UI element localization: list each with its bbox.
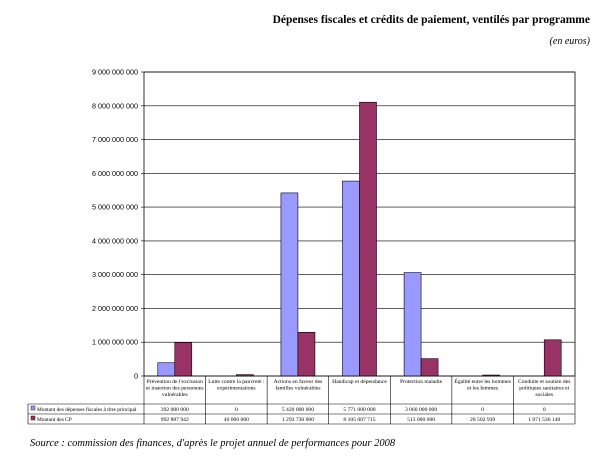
data-label: 1 071 536 140 bbox=[528, 417, 560, 423]
data-label: 3 060 000 000 bbox=[405, 407, 437, 413]
bar bbox=[403, 272, 422, 377]
category-label: et les femmes bbox=[467, 385, 498, 392]
y-tick-label: 8 000 000 000 bbox=[92, 101, 138, 110]
legend-entry: Montant des dépenses fiscales à titre pr… bbox=[37, 406, 137, 413]
category-label: politiques sanitaires et bbox=[519, 386, 569, 392]
axes: 0 1 000 000 000 2 000 000 000 3 000 000 000… bbox=[92, 68, 576, 381]
bar bbox=[280, 192, 299, 377]
data-label: 992 887 942 bbox=[161, 417, 189, 423]
bar bbox=[174, 342, 193, 377]
y-tick-label: 3 000 000 000 bbox=[92, 270, 138, 279]
source-note: Source : commission des finances, d'aprè… bbox=[30, 438, 396, 449]
data-label: 0 bbox=[235, 407, 238, 413]
bars bbox=[157, 101, 562, 377]
category-label: familles vulnérables bbox=[275, 385, 320, 392]
category-label: Égalité entre les hommes bbox=[454, 377, 510, 385]
data-label: 0 bbox=[543, 407, 546, 413]
y-tick-label: 6 000 000 000 bbox=[92, 169, 138, 178]
category-label: Protection maladie bbox=[400, 379, 443, 385]
data-label: 0 bbox=[481, 407, 484, 413]
chart-subtitle: (en euros) bbox=[549, 36, 590, 47]
category-label: Actions en faveur des bbox=[274, 378, 323, 385]
data-label: 8 105 007 715 bbox=[343, 417, 375, 423]
category-label: et insertion des personnes bbox=[146, 386, 204, 392]
y-tick-label: 4 000 000 000 bbox=[92, 236, 138, 245]
y-tick-label: 7 000 000 000 bbox=[92, 135, 138, 144]
bar bbox=[297, 332, 316, 377]
data-label: 40 000 000 bbox=[224, 417, 249, 423]
y-tick-label: 1 000 000 000 bbox=[92, 338, 138, 347]
legend-entry: Montant des CP bbox=[37, 417, 72, 423]
data-label: 28 502 939 bbox=[470, 417, 495, 423]
y-tick-label: 9 000 000 000 bbox=[92, 68, 138, 77]
bar bbox=[342, 180, 360, 377]
bar bbox=[157, 362, 176, 377]
y-tick-label: 0 bbox=[134, 372, 138, 381]
category-label: expérimentations bbox=[217, 386, 256, 392]
data-label: 5 771 000 000 bbox=[343, 407, 375, 413]
category-label: sociales bbox=[535, 392, 553, 398]
category-label: Handicap et dépendance bbox=[332, 379, 387, 385]
chart-title: Dépenses fiscales et crédits de paiement… bbox=[272, 14, 590, 26]
legend-swatch bbox=[30, 415, 36, 421]
bar bbox=[543, 339, 562, 377]
y-tick-label: 2 000 000 000 bbox=[92, 304, 138, 313]
data-label: 5 420 000 000 bbox=[282, 407, 314, 413]
category-label: Prévention de l'exclusion bbox=[147, 379, 204, 385]
data-label: 1 293 730 000 bbox=[282, 417, 314, 423]
category-label: Lutte contre la pauvreté : bbox=[208, 379, 265, 385]
y-tick-label: 5 000 000 000 bbox=[92, 203, 138, 212]
legend-swatch bbox=[30, 405, 36, 411]
bar bbox=[359, 101, 377, 377]
data-label: 513 000 000 bbox=[407, 417, 435, 423]
category-label: Conduite et soutien des bbox=[518, 379, 570, 385]
data-label: 392 000 000 bbox=[161, 407, 189, 413]
category-label: vulnérables bbox=[162, 392, 188, 398]
bar bbox=[420, 358, 439, 377]
